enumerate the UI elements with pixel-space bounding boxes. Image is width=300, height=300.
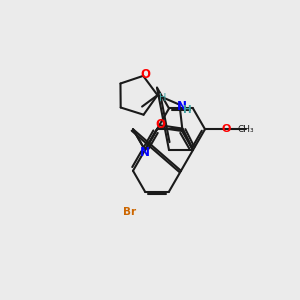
Text: O: O: [222, 124, 231, 134]
Text: H: H: [159, 93, 166, 103]
Text: N: N: [176, 100, 187, 113]
Text: Br: Br: [123, 207, 136, 218]
Text: N: N: [140, 146, 150, 160]
Text: H: H: [183, 105, 192, 115]
Text: O: O: [155, 118, 165, 131]
Text: CH₃: CH₃: [238, 125, 254, 134]
Text: O: O: [140, 68, 150, 81]
